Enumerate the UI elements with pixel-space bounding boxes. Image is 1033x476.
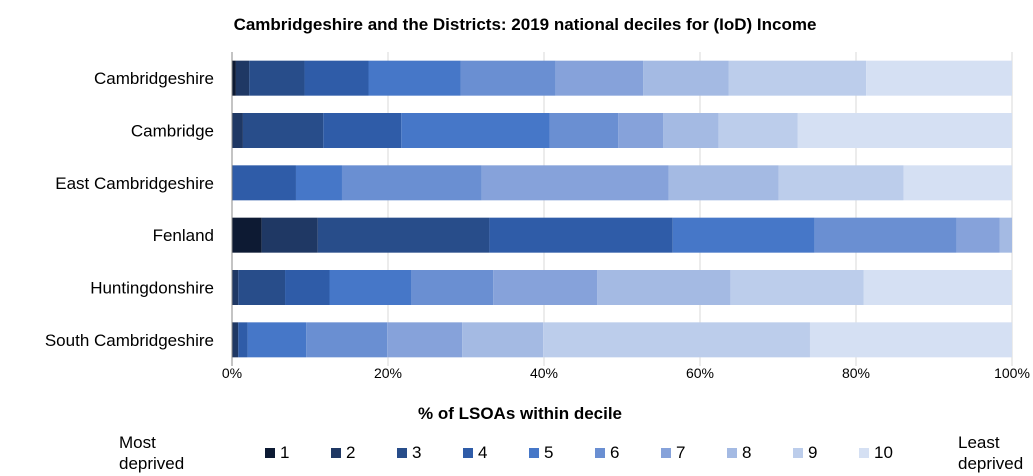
bar-segment-decile-3: [238, 270, 286, 305]
legend-swatch: [397, 448, 407, 458]
bar-segment-decile-9: [728, 60, 867, 96]
bar-segment-decile-9: [718, 113, 798, 148]
bar-segment-decile-5: [368, 60, 461, 96]
x-tick-label: 80%: [842, 365, 870, 381]
bar-segment-decile-2: [232, 270, 239, 305]
legend-swatch: [661, 448, 671, 458]
gridlines: [387, 52, 1013, 366]
legend-entry-label: 8: [742, 443, 751, 462]
bar-segment-decile-6: [411, 270, 494, 305]
bar-segment-decile-8: [597, 270, 731, 305]
legend-left-label-line2: deprived: [119, 454, 184, 473]
legend-swatch: [529, 448, 539, 458]
x-tick-labels: 0% 20% 40% 60% 80% 100%: [222, 365, 1030, 381]
bar-segment-decile-8: [663, 113, 719, 148]
legend-entry-label: 9: [808, 443, 817, 462]
legend-swatch: [727, 448, 737, 458]
legend-entry-label: 10: [874, 443, 893, 462]
bar-segment-decile-4: [238, 322, 248, 358]
bar-segment-decile-6: [306, 322, 388, 358]
legend-entry-label: 6: [610, 443, 619, 462]
bar-segment-decile-2: [232, 113, 243, 148]
category-label: Fenland: [153, 226, 214, 245]
chart-title: Cambridgeshire and the Districts: 2019 n…: [234, 15, 817, 34]
x-tick-label: 60%: [686, 365, 714, 381]
bar-segment-decile-4: [285, 270, 330, 305]
x-tick-label: 0%: [222, 365, 242, 381]
legend-swatch: [463, 448, 473, 458]
legend-swatch: [859, 448, 869, 458]
x-axis-label: % of LSOAs within decile: [418, 404, 622, 423]
bar-segment-decile-7: [387, 322, 463, 358]
x-tick-label: 40%: [530, 365, 558, 381]
bar-segment-decile-10: [866, 60, 1012, 96]
bar-segment-decile-7: [956, 217, 1000, 253]
bar-segment-decile-9: [778, 165, 904, 201]
bar-segment-decile-7: [493, 270, 598, 305]
bar-segment-decile-4: [489, 217, 673, 253]
bar-segment-decile-8: [999, 217, 1012, 253]
bar-segment-decile-1: [232, 217, 262, 253]
bar-segment-decile-6: [460, 60, 556, 96]
bar-segment-decile-3: [249, 60, 305, 96]
bar-segment-decile-7: [555, 60, 644, 96]
bar-segment-decile-10: [797, 113, 1012, 148]
legend-entry-label: 4: [478, 443, 487, 462]
bar-segment-decile-5: [295, 165, 342, 201]
bar-segment-decile-10: [809, 322, 1012, 358]
bar-segment-decile-9: [543, 322, 810, 358]
bar-segment-decile-3: [317, 217, 490, 253]
bar-segment-decile-9: [730, 270, 864, 305]
bar-segment-decile-4: [304, 60, 369, 96]
bar-segment-decile-8: [462, 322, 544, 358]
x-tick-label: 20%: [374, 365, 402, 381]
category-label: Cambridge: [131, 122, 214, 141]
bar-segment-decile-1: [232, 60, 236, 96]
bar-segment-decile-5: [329, 270, 412, 305]
bar-segment-decile-6: [549, 113, 619, 148]
bar-segment-decile-4: [323, 113, 402, 148]
legend-entry-label: 5: [544, 443, 553, 462]
legend-swatch: [331, 448, 341, 458]
bar-segment-decile-10: [903, 165, 1012, 201]
category-label: South Cambridgeshire: [45, 331, 214, 350]
legend-swatch: [265, 448, 275, 458]
bar-segment-decile-5: [672, 217, 815, 253]
bar-segment-decile-3: [242, 113, 324, 148]
legend-entry-label: 7: [676, 443, 685, 462]
bar-segment-decile-4: [232, 165, 296, 201]
bar-segment-decile-7: [481, 165, 669, 201]
legend-right-label: Least: [958, 433, 1000, 452]
category-label: East Cambridgeshire: [55, 174, 214, 193]
legend-swatch: [793, 448, 803, 458]
bar-segment-decile-6: [814, 217, 957, 253]
x-tick-label: 100%: [994, 365, 1030, 381]
category-label: Huntingdonshire: [90, 279, 214, 298]
bar-segment-decile-2: [235, 60, 250, 96]
legend: Most deprived 1 2 3 4 5 6 7 8 9 10 Least deprived: [119, 433, 1023, 473]
legend-left-label: Most: [119, 433, 156, 452]
category-labels: Cambridgeshire Cambridge East Cambridgeshi…: [45, 69, 214, 350]
bars: [232, 60, 1012, 358]
legend-right-label-line2: deprived: [958, 454, 1023, 473]
legend-entry-label: 2: [346, 443, 355, 462]
category-label: Cambridgeshire: [94, 69, 214, 88]
bar-segment-decile-2: [232, 322, 239, 358]
legend-entry-label: 1: [280, 443, 289, 462]
bar-segment-decile-2: [261, 217, 318, 253]
bar-segment-decile-6: [341, 165, 482, 201]
bar-segment-decile-5: [247, 322, 307, 358]
legend-entry-label: 3: [412, 443, 421, 462]
bar-segment-decile-10: [863, 270, 1012, 305]
bar-segment-decile-8: [643, 60, 729, 96]
bar-segment-decile-7: [618, 113, 664, 148]
bar-segment-decile-8: [668, 165, 779, 201]
bar-segment-decile-5: [401, 113, 550, 148]
legend-swatch: [595, 448, 605, 458]
